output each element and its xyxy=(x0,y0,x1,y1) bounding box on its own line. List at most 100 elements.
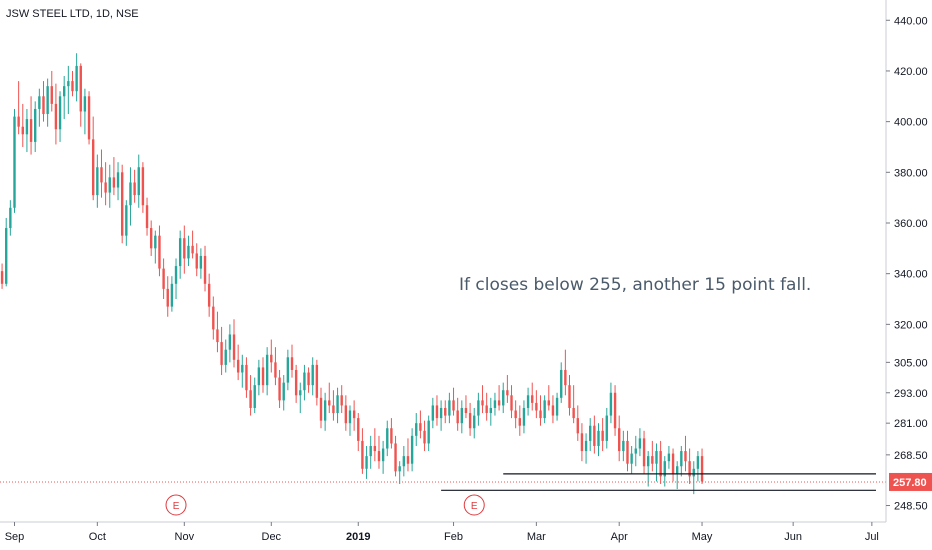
candle xyxy=(456,397,459,431)
y-tick-label: 400.00 xyxy=(894,117,928,129)
earnings-marker-label: E xyxy=(471,501,478,512)
candle xyxy=(659,440,662,484)
candle xyxy=(551,395,555,424)
candle-body xyxy=(21,126,24,135)
candle xyxy=(315,359,319,406)
x-tick-label: Sep xyxy=(5,531,25,543)
candle-body xyxy=(46,86,49,115)
candle xyxy=(572,385,575,424)
candle xyxy=(249,375,252,416)
x-tick-label: Jun xyxy=(784,531,802,543)
candle xyxy=(29,96,33,155)
chart-title: JSW STEEL LTD, 1D, NSE xyxy=(6,8,139,20)
candle xyxy=(195,243,198,277)
candle-body xyxy=(502,390,505,406)
candle xyxy=(294,364,298,403)
candles-group xyxy=(0,53,704,495)
candle-body xyxy=(448,400,451,416)
candle-body xyxy=(104,182,107,193)
candle-body xyxy=(236,359,240,373)
candle-body xyxy=(307,372,310,386)
earnings-marker[interactable]: E xyxy=(463,494,485,516)
candle-body xyxy=(655,451,658,464)
candle xyxy=(112,157,116,196)
candle-body xyxy=(667,453,671,462)
candle xyxy=(489,397,493,426)
candle-body xyxy=(464,407,468,414)
candle-body xyxy=(415,423,418,436)
candle-body xyxy=(460,407,464,424)
candle xyxy=(71,70,74,97)
y-tick-label: 320.00 xyxy=(894,319,928,331)
candle xyxy=(319,387,323,429)
y-tick-label: 281.00 xyxy=(894,418,928,430)
candle-body xyxy=(149,228,153,249)
candle xyxy=(605,407,608,449)
candle xyxy=(46,78,49,127)
candle xyxy=(589,418,592,452)
candle xyxy=(158,225,161,277)
candle xyxy=(688,448,691,484)
candle-body xyxy=(108,177,111,193)
candle xyxy=(638,428,642,457)
candle-body xyxy=(618,428,621,452)
candle-body xyxy=(224,349,227,365)
candle-body xyxy=(58,96,62,130)
candle xyxy=(444,400,447,424)
candle xyxy=(174,258,178,300)
x-axis[interactable]: Sep Oct Nov Dec 2019 Feb Mar Apr May Jun Jul xyxy=(5,522,879,543)
candle xyxy=(646,451,650,487)
candle-body xyxy=(67,81,70,87)
candle-body xyxy=(141,167,145,206)
candle xyxy=(630,445,633,474)
candle xyxy=(120,164,124,244)
earnings-marker[interactable]: E xyxy=(165,494,187,516)
candle-body xyxy=(555,397,559,416)
candle xyxy=(307,367,310,393)
candle-body xyxy=(361,440,364,469)
candle-body xyxy=(402,456,406,467)
candle-body xyxy=(510,395,513,411)
candle-body xyxy=(270,354,273,363)
candle xyxy=(336,387,339,424)
candle-body xyxy=(191,245,194,254)
candle-body xyxy=(174,266,178,284)
candle xyxy=(141,162,145,213)
candle xyxy=(373,428,377,462)
candle xyxy=(477,392,480,426)
candle-body xyxy=(518,418,522,426)
candle xyxy=(79,63,82,127)
candle-body xyxy=(481,400,484,406)
chart-annotation: If closes below 255, another 15 point fa… xyxy=(459,275,811,295)
x-tick-label: Jul xyxy=(865,531,879,543)
candle xyxy=(386,420,389,457)
candle xyxy=(576,405,579,441)
candle-body xyxy=(96,167,99,196)
last-price-tag: 257.80 xyxy=(889,472,932,491)
candle xyxy=(593,415,596,454)
candle-body xyxy=(477,400,480,416)
y-tick-label: 420.00 xyxy=(894,66,928,78)
candle-body xyxy=(531,395,534,403)
candle-body xyxy=(162,268,165,289)
candle xyxy=(675,461,679,490)
candle xyxy=(100,149,103,198)
candle-body xyxy=(630,453,633,464)
candle xyxy=(543,395,546,424)
candle-body xyxy=(38,96,41,109)
candle xyxy=(365,445,368,479)
candle-body xyxy=(257,367,261,386)
candle xyxy=(493,392,497,416)
candle-body xyxy=(572,407,575,419)
candle xyxy=(377,435,381,469)
candle xyxy=(116,162,120,201)
candle xyxy=(514,400,517,429)
candle-body xyxy=(381,448,385,462)
candle xyxy=(149,220,153,256)
candle-body xyxy=(116,172,120,188)
candle-body xyxy=(680,451,683,467)
candle-body xyxy=(551,405,555,416)
y-axis[interactable]: 440.00 420.00 400.00 380.00 360.00 340.00 320.… xyxy=(886,15,928,513)
candle-body xyxy=(651,456,654,464)
candle-body xyxy=(427,420,430,444)
